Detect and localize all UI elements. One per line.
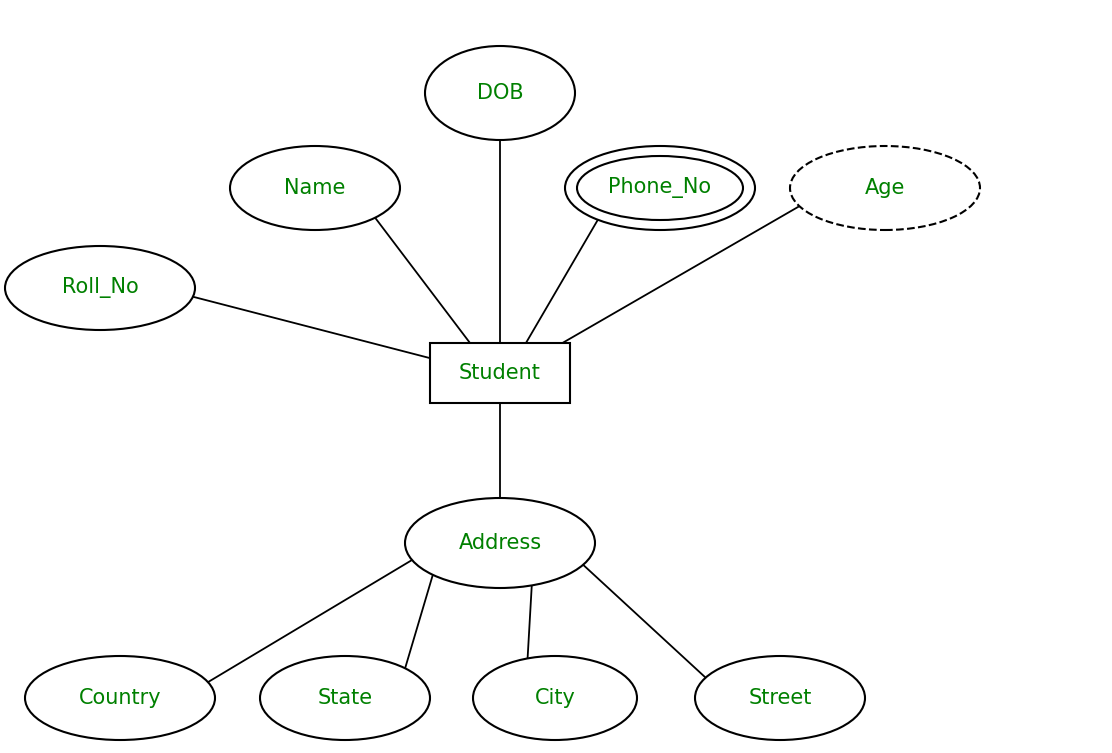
Text: Country: Country bbox=[79, 688, 161, 708]
Ellipse shape bbox=[790, 146, 980, 230]
Ellipse shape bbox=[695, 656, 865, 740]
Text: Student: Student bbox=[459, 363, 540, 383]
Ellipse shape bbox=[260, 656, 430, 740]
Text: City: City bbox=[535, 688, 575, 708]
Text: Phone_No: Phone_No bbox=[608, 178, 712, 199]
Text: Name: Name bbox=[285, 178, 346, 198]
Ellipse shape bbox=[230, 146, 400, 230]
Text: Address: Address bbox=[458, 533, 542, 553]
Ellipse shape bbox=[405, 498, 595, 588]
Text: DOB: DOB bbox=[477, 83, 524, 103]
Ellipse shape bbox=[565, 146, 755, 230]
FancyBboxPatch shape bbox=[430, 343, 570, 403]
Text: Roll_No: Roll_No bbox=[61, 278, 138, 298]
Ellipse shape bbox=[577, 156, 743, 220]
Ellipse shape bbox=[4, 246, 195, 330]
Text: State: State bbox=[317, 688, 373, 708]
Ellipse shape bbox=[473, 656, 637, 740]
Text: Age: Age bbox=[865, 178, 905, 198]
Text: Street: Street bbox=[748, 688, 812, 708]
Ellipse shape bbox=[425, 46, 575, 140]
Ellipse shape bbox=[24, 656, 215, 740]
